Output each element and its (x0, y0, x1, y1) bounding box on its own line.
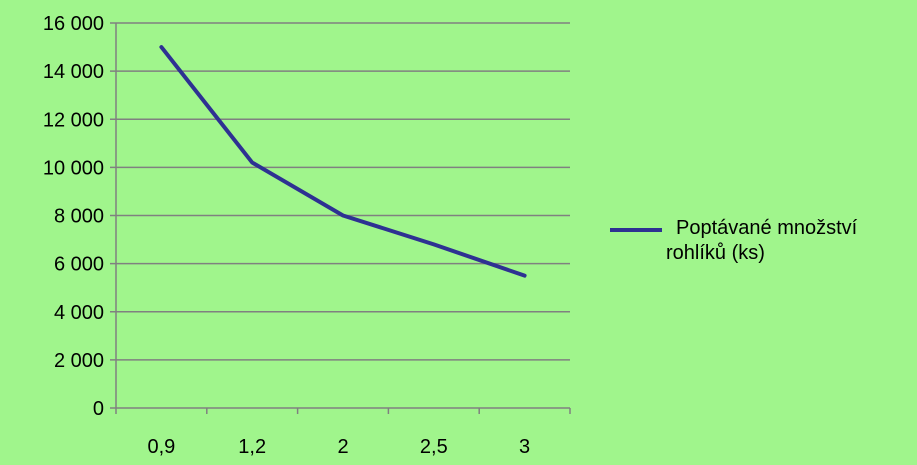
y-tick-label: 0 (93, 398, 104, 420)
y-tick-label: 8 000 (54, 206, 104, 228)
y-tick-labels: 0 2 000 4 000 6 000 8 000 10 000 12 000 14 000 1… (43, 13, 104, 420)
x-tick-label: 2,5 (420, 436, 448, 458)
x-tick-label: 0,9 (147, 436, 175, 458)
y-tick-label: 16 000 (43, 13, 104, 35)
series (161, 47, 524, 276)
series-line (161, 47, 524, 276)
y-tick-label: 10 000 (43, 157, 104, 179)
y-tick-label: 6 000 (54, 254, 104, 276)
legend-line-swatch (610, 228, 662, 232)
x-tick-label: 2 (337, 436, 348, 458)
axes (110, 23, 570, 414)
x-tick-label: 1,2 (238, 436, 266, 458)
y-tick-label: 2 000 (54, 350, 104, 372)
legend-label: Poptávané množství rohlíků (ks) (666, 216, 916, 266)
y-tick-label: 12 000 (43, 109, 104, 131)
y-tick-label: 14 000 (43, 61, 104, 83)
y-tick-label: 4 000 (54, 302, 104, 324)
x-tick-label: 3 (519, 436, 530, 458)
x-tick-labels: 0,9 1,2 2 2,5 3 (147, 436, 530, 458)
